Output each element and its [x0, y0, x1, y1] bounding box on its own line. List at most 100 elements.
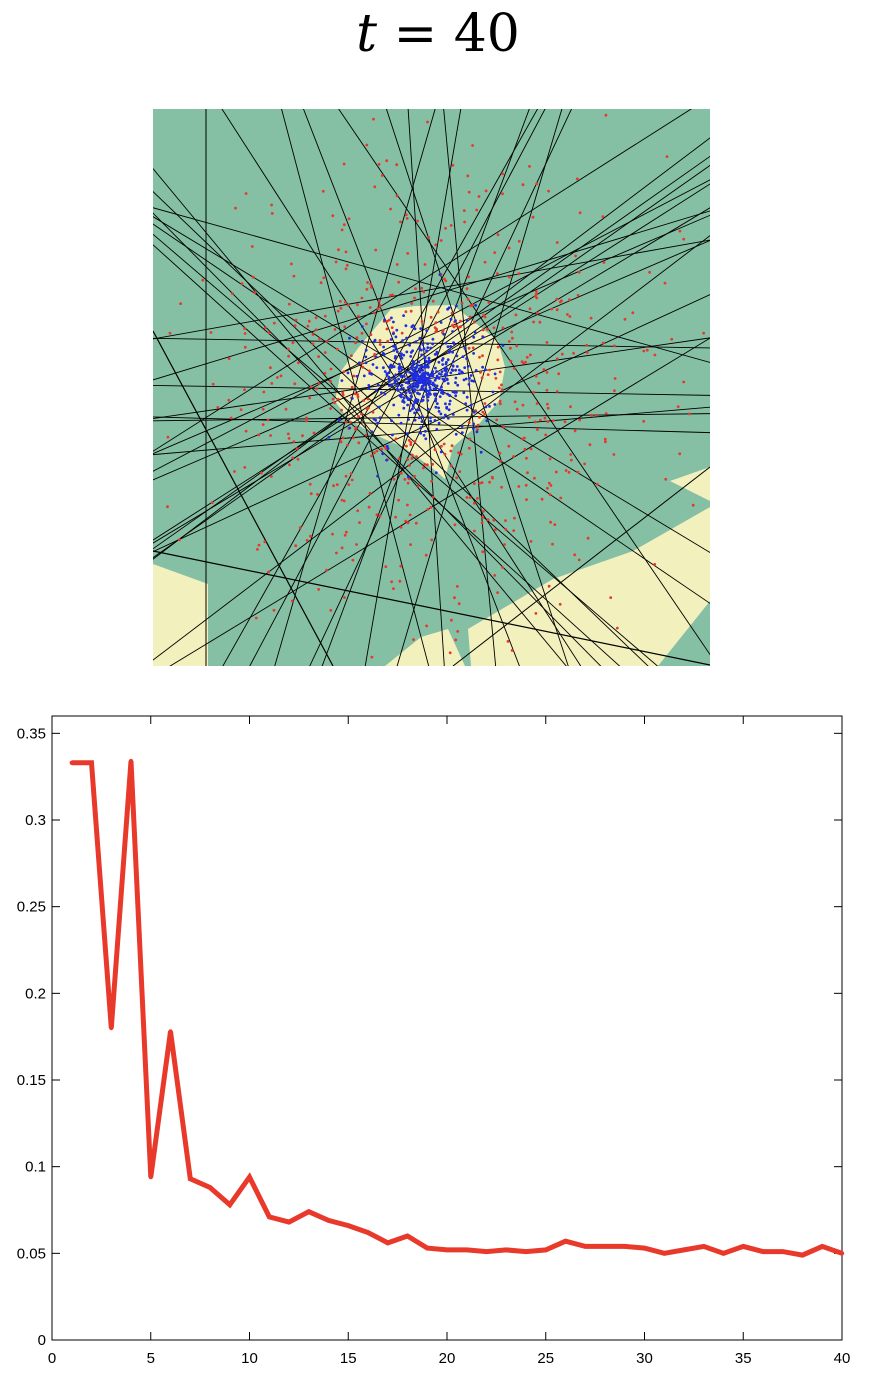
positive-point — [433, 419, 437, 422]
error-point — [109, 1025, 114, 1031]
positive-point — [374, 418, 378, 422]
negative-point — [492, 326, 496, 330]
negative-point — [567, 470, 571, 474]
negative-point — [211, 382, 215, 386]
classifier-line — [153, 233, 659, 666]
positive-point — [423, 373, 427, 377]
negative-point — [550, 307, 554, 311]
positive-point — [454, 319, 457, 323]
negative-point — [578, 418, 581, 422]
negative-point — [702, 331, 705, 335]
positive-point — [440, 385, 443, 389]
negative-point — [548, 493, 552, 496]
positive-point — [451, 330, 454, 333]
negative-point — [514, 313, 518, 317]
negative-point — [465, 287, 469, 291]
positive-point — [463, 366, 467, 369]
positive-point — [427, 359, 431, 363]
negative-point — [374, 248, 378, 252]
negative-point — [595, 482, 599, 486]
negative-point — [356, 395, 360, 399]
negative-point — [406, 503, 409, 507]
negative-point — [434, 321, 438, 325]
positive-point — [417, 360, 421, 364]
positive-point — [474, 304, 477, 307]
negative-point — [347, 217, 351, 221]
negative-point — [510, 649, 514, 652]
classifier-line — [153, 406, 710, 456]
negative-point — [342, 499, 346, 503]
positive-point — [449, 371, 453, 375]
positive-point — [427, 373, 431, 377]
positive-point — [426, 407, 430, 411]
negative-point — [552, 419, 555, 422]
negative-point — [498, 370, 502, 374]
negative-point — [373, 451, 376, 455]
positive-point — [416, 379, 420, 383]
negative-point — [263, 540, 267, 544]
negative-point — [546, 420, 550, 423]
positive-point — [444, 341, 448, 345]
negative-point — [335, 483, 339, 486]
negative-point — [533, 420, 537, 424]
positive-point — [383, 392, 387, 396]
positive-point — [407, 378, 411, 382]
negative-point — [354, 341, 358, 345]
y-tick-label: 0.1 — [25, 1159, 46, 1176]
negative-point — [341, 391, 345, 395]
negative-point — [609, 596, 613, 599]
negative-point — [309, 385, 313, 389]
negative-point — [481, 328, 485, 332]
classifier-line — [153, 416, 710, 434]
negative-point — [395, 163, 399, 167]
negative-point — [559, 496, 563, 500]
positive-point — [451, 350, 454, 354]
positive-point — [431, 381, 435, 385]
positive-point — [469, 403, 473, 407]
negative-point — [372, 311, 376, 315]
positive-point — [410, 372, 413, 376]
negative-point — [687, 412, 691, 416]
positive-point — [360, 339, 364, 343]
positive-point — [412, 403, 415, 407]
negative-point — [346, 303, 350, 307]
negative-point — [270, 212, 274, 215]
negative-point — [270, 475, 273, 478]
error-point — [642, 1245, 647, 1251]
negative-point — [342, 162, 346, 166]
classifier-line — [452, 466, 710, 666]
negative-point — [380, 447, 383, 451]
negative-point — [344, 250, 348, 254]
negative-point — [523, 436, 526, 440]
negative-point — [555, 390, 559, 393]
negative-point — [356, 509, 360, 513]
negative-point — [468, 496, 472, 499]
negative-point — [558, 602, 562, 606]
positive-point — [462, 391, 466, 395]
negative-point — [443, 452, 447, 456]
negative-point — [166, 435, 170, 439]
negative-point — [430, 479, 433, 483]
negative-point — [453, 596, 456, 600]
positive-point — [420, 420, 424, 423]
classifier-line — [221, 109, 582, 666]
positive-point — [398, 362, 401, 366]
positive-point — [350, 397, 354, 400]
positive-point — [445, 360, 448, 364]
positive-point — [413, 411, 416, 415]
negative-point — [575, 177, 579, 181]
negative-point — [352, 374, 356, 378]
negative-point — [371, 410, 375, 414]
negative-point — [498, 451, 502, 455]
negative-point — [468, 437, 472, 441]
positive-point — [467, 383, 471, 386]
error-point — [523, 1249, 529, 1254]
negative-point — [468, 315, 472, 319]
negative-point — [309, 492, 313, 496]
classifier-line — [153, 168, 567, 666]
classifier-line — [153, 207, 710, 544]
positive-point — [455, 390, 458, 394]
negative-point — [286, 347, 290, 351]
positive-point — [421, 415, 424, 418]
axis-ticks — [51, 716, 843, 1341]
